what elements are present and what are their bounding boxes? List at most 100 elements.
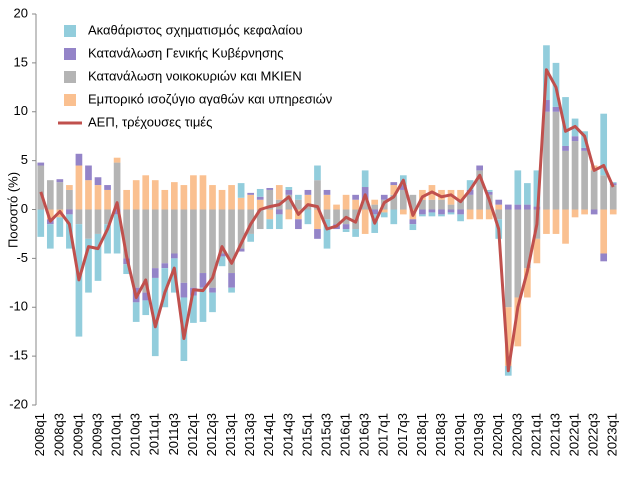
y-tick-label: 0 (21, 201, 28, 216)
x-tick-label: 2012q1 (185, 413, 200, 456)
x-tick-label: 2008q3 (51, 413, 66, 456)
bar-segment (161, 189, 169, 210)
bar-segment (571, 209, 579, 218)
bar-segment (600, 113, 608, 176)
bar-segment (399, 209, 407, 215)
bar-segment (571, 141, 579, 210)
bar-segment (218, 256, 226, 267)
bar-segment (314, 229, 321, 239)
bar-segment (94, 233, 102, 281)
bar-segment (438, 214, 445, 217)
bar-segment (419, 189, 426, 200)
y-tick-label: -20 (9, 396, 28, 411)
x-tick-label: 2011q3 (166, 413, 181, 455)
x-tick-label: 2021q3 (547, 413, 562, 456)
legend-swatch (64, 25, 76, 37)
bar-segment (495, 204, 503, 210)
bar-segment (94, 185, 102, 210)
bar-segment (104, 185, 111, 190)
bar-segment (361, 170, 369, 188)
bar-segment (171, 209, 178, 254)
bar-segment (447, 189, 455, 205)
y-tick-label: 10 (14, 103, 28, 118)
bar-segment (552, 106, 560, 112)
bar-segment (495, 209, 503, 220)
bar-segment (199, 287, 207, 322)
x-tick-label: 2016q1 (338, 413, 353, 456)
bar-segment (275, 214, 283, 230)
bar-segment (485, 191, 493, 195)
bar-segment (75, 165, 83, 210)
bar-segment (361, 199, 369, 210)
bar-segment (113, 157, 121, 163)
bar-segment (447, 212, 455, 215)
bar-segment (380, 212, 388, 218)
x-tick-label: 2009q1 (70, 413, 85, 456)
bar-segment (228, 209, 235, 274)
bar-segment (237, 197, 245, 210)
legend-label: Κατανάλωση Γενικής Κυβέρνησης (88, 45, 283, 60)
bar-segment (209, 287, 216, 293)
bar-segment (562, 150, 569, 210)
bar-segment (609, 182, 617, 184)
bar-segment (123, 264, 130, 275)
bar-segment (285, 194, 293, 210)
bar-segment (190, 175, 197, 210)
bar-segment (132, 302, 140, 322)
bar-segment (256, 188, 264, 197)
bar-segment (46, 224, 54, 249)
bar-segment (295, 199, 302, 210)
x-tick-label: 2022q1 (567, 413, 582, 456)
x-tick-label: 2020q3 (509, 413, 524, 456)
x-tick-label: 2008q1 (32, 413, 47, 456)
x-tick-label: 2010q1 (109, 413, 124, 456)
bar-segment (485, 209, 493, 220)
legend-label: ΑΕΠ, τρέχουσες τιμές (88, 114, 212, 129)
bar-segment (266, 189, 274, 210)
bar-segment (600, 175, 608, 210)
bar-segment (419, 214, 426, 217)
bar-segment (94, 209, 102, 234)
bar-segment (113, 209, 121, 215)
bar-segment (466, 189, 474, 195)
bar-segment (543, 111, 550, 210)
bar-segment (75, 153, 83, 166)
bar-segment (476, 165, 483, 171)
bar-segment (199, 209, 207, 274)
bar-segment (581, 209, 588, 215)
bar-segment (514, 297, 522, 347)
bar-segment (562, 97, 569, 146)
y-tick-label: 20 (14, 5, 28, 20)
legend-label: Ακαθάριστος σχηματισμός κεφαλαίου (88, 22, 303, 37)
bar-segment (409, 194, 417, 210)
y-tick-label: -10 (9, 299, 28, 314)
bar-segment (285, 209, 293, 220)
bar-segment (428, 199, 436, 210)
bar-segment (533, 238, 541, 264)
bar-segment (600, 253, 608, 262)
bar-segment (142, 292, 150, 301)
bar-segment (409, 219, 417, 225)
y-tick-label: 5 (21, 152, 28, 167)
bar-segment (314, 165, 321, 181)
y-tick-label: 15 (14, 54, 28, 69)
bar-segment (171, 253, 178, 259)
bar-segment (371, 204, 379, 210)
bar-segment (533, 170, 541, 207)
bar-segment (323, 189, 331, 195)
bar-segment (180, 209, 188, 283)
bar-segment (85, 238, 92, 293)
bar-segment (581, 150, 588, 210)
bar-segment (46, 180, 54, 210)
bar-segment (504, 307, 512, 366)
bar-segment (142, 175, 150, 210)
bar-segment (237, 209, 245, 249)
x-tick-label: 2023q1 (605, 413, 620, 456)
bar-segment (457, 189, 464, 200)
bar-segment (514, 209, 522, 298)
bar-segment (504, 204, 512, 210)
bar-segment (323, 219, 331, 249)
bar-segment (323, 194, 331, 210)
bar-segment (199, 175, 207, 210)
bar-segment (237, 248, 245, 252)
